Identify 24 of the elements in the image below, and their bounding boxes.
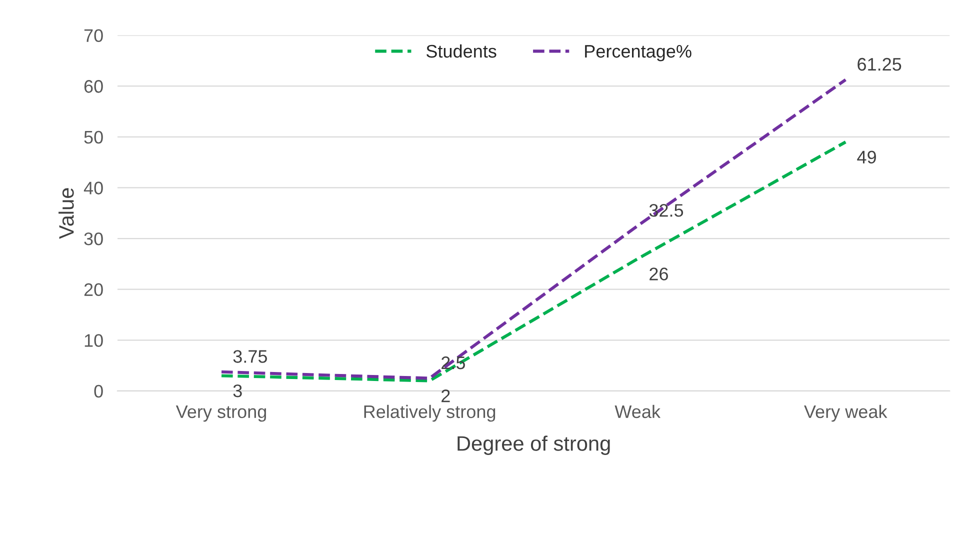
- x-tick-label: Very strong: [176, 406, 266, 422]
- y-tick-label: 70: [84, 29, 103, 42]
- y-axis-title: Value: [58, 188, 74, 239]
- y-tick-label: 30: [84, 232, 103, 246]
- legend-label: Percentage%: [585, 44, 692, 62]
- data-label: 3: [233, 384, 242, 398]
- y-tick-label: 40: [84, 182, 103, 194]
- x-axis-title: Degree of strong: [458, 436, 610, 455]
- legend-label: Students: [426, 44, 496, 58]
- y-tick-label: 20: [84, 283, 103, 296]
- x-tick-label: Relatively strong: [364, 404, 496, 422]
- data-label: 26: [650, 268, 668, 280]
- data-label: 2: [442, 390, 450, 402]
- y-tick-label: 10: [84, 334, 103, 347]
- data-label: 3.75: [233, 350, 267, 363]
- data-label: 61.25: [858, 58, 902, 71]
- line-series: [220, 140, 848, 382]
- x-tick-label: Very weak: [804, 404, 888, 422]
- data-label: 49: [857, 150, 876, 164]
- y-tick-label: 60: [84, 80, 103, 93]
- x-tick-label: Weak: [614, 404, 661, 418]
- y-tick-label: 50: [84, 130, 103, 144]
- line-series: [220, 78, 848, 380]
- y-tick-label: 0: [94, 384, 103, 398]
